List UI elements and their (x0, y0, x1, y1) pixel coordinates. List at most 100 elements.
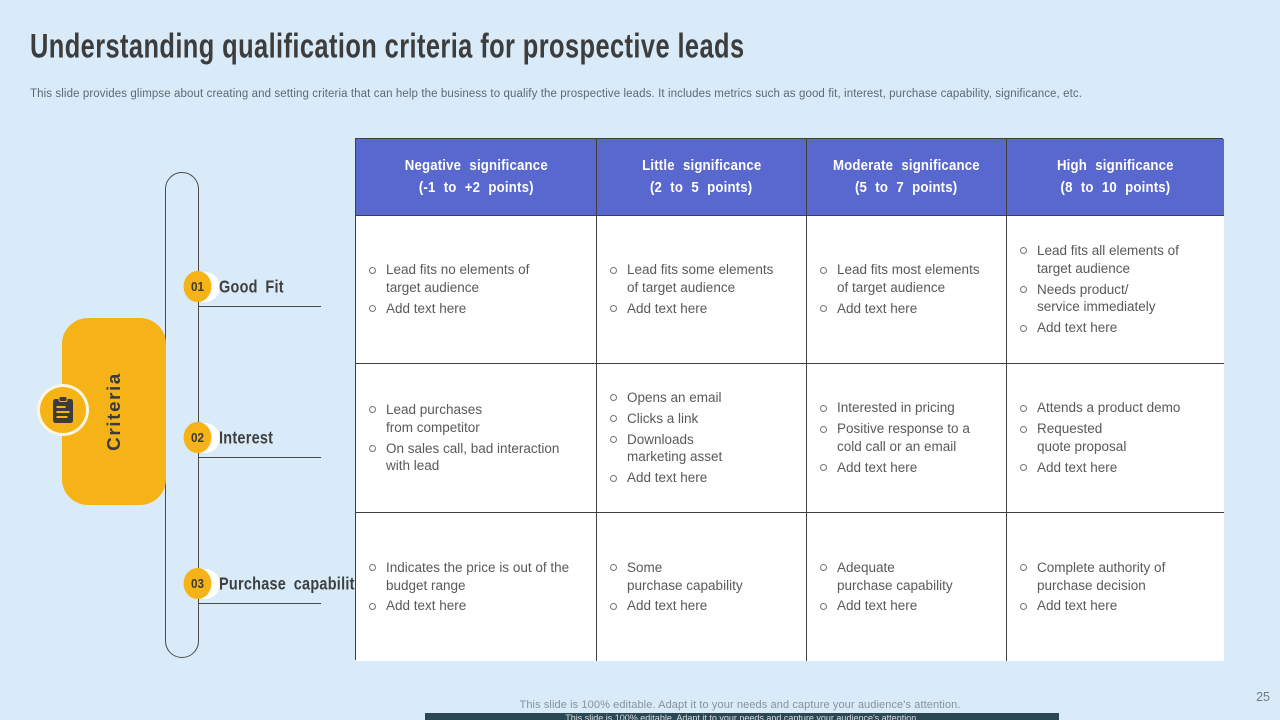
table-cell: Adequate purchase capability Add text he… (807, 513, 1007, 661)
bullet-list: Some purchase capability Add text here (607, 556, 798, 618)
item-underline (198, 603, 321, 604)
bullet-item: Lead fits all elements of target audienc… (1017, 242, 1216, 278)
bullet-item: Add text here (817, 300, 998, 318)
bullet-item: Opens an email (607, 389, 798, 407)
criteria-item-label: Purchase capability (219, 574, 363, 594)
page-subtitle: This slide provides glimpse about creati… (30, 88, 1083, 100)
header-line2: (-1 to +2 points) (418, 179, 534, 196)
bullet-text: Interested in pricing (837, 400, 955, 416)
bullet-item: Lead fits most elements of target audien… (817, 261, 998, 297)
bottom-accent-bar: This slide is 100% editable. Adapt it to… (425, 713, 1059, 720)
criteria-item-number-badge: 02 (183, 422, 212, 453)
item-underline (198, 306, 321, 307)
bullet-item: Adequate purchase capability (817, 559, 998, 595)
table-cell: Lead fits no elements of target audience… (356, 216, 597, 364)
bullet-item: Some purchase capability (607, 559, 798, 595)
bullet-item: Requested quote proposal (1017, 420, 1216, 456)
bullet-item: On sales call, bad interaction with lead (366, 440, 588, 476)
bullet-item: Add text here (607, 597, 798, 615)
bullet-list: Lead fits most elements of target audien… (817, 258, 998, 320)
bullet-text: Downloads marketing asset (627, 431, 723, 465)
bullet-text: Lead purchases from competitor (386, 401, 483, 435)
table-cell: Some purchase capability Add text here (597, 513, 807, 661)
bullet-list: Lead purchases from competitor On sales … (366, 398, 588, 478)
table-cell: Lead fits most elements of target audien… (807, 216, 1007, 364)
criteria-item-label: Good Fit (219, 277, 284, 297)
bullet-item: Lead purchases from competitor (366, 401, 588, 437)
header-cell-negative-significance: Negative significance (-1 to +2 points) (356, 139, 597, 216)
bullet-list: Indicates the price is out of the budget… (366, 556, 588, 618)
header-line1: Moderate significance (833, 157, 980, 175)
header-line1: Little significance (641, 157, 762, 175)
criteria-item-label: Interest (219, 428, 274, 448)
bullet-text: Needs product/ service immediately (1037, 281, 1156, 315)
bullet-item: Indicates the price is out of the budget… (366, 559, 588, 595)
criteria-item-number-badge: 03 (183, 568, 212, 599)
bullet-item: Add text here (817, 459, 998, 477)
header-line2: (8 to 10 points) (1060, 179, 1171, 196)
bullet-text: Complete authority of purchase decision (1037, 559, 1166, 593)
bottom-bar-text: This slide is 100% editable. Adapt it to… (565, 713, 919, 720)
page-number: 25 (1256, 690, 1270, 704)
bullet-text: Adequate purchase capability (837, 559, 953, 593)
bullet-text: Lead fits all elements of target audienc… (1037, 242, 1179, 276)
bullet-text: Add text here (837, 459, 918, 475)
bullet-item: Attends a product demo (1017, 399, 1216, 417)
page-title: Understanding qualification criteria for… (30, 26, 745, 66)
bullet-text: Add text here (386, 598, 467, 614)
bullet-text: Add text here (386, 300, 467, 316)
bullet-list: Lead fits some elements of target audien… (607, 258, 798, 320)
bullet-item: Add text here (817, 597, 998, 615)
bullet-text: Lead fits most elements of target audien… (837, 262, 980, 296)
bullet-text: Attends a product demo (1037, 400, 1181, 416)
header-line1: Negative significance (404, 157, 548, 175)
table-cell: Attends a product demo Requested quote p… (1007, 364, 1224, 513)
bullet-text: Positive response to a cold call or an e… (837, 421, 970, 454)
bullet-text: Clicks a link (627, 410, 699, 426)
bullet-item: Needs product/ service immediately (1017, 281, 1216, 317)
bullet-text: Indicates the price is out of the budget… (386, 559, 570, 593)
bullet-list: Lead fits no elements of target audience… (366, 258, 588, 320)
bullet-item: Add text here (1017, 597, 1216, 615)
table-cell: Lead fits all elements of target audienc… (1007, 216, 1224, 364)
item-underline (198, 457, 321, 458)
bullet-item: Interested in pricing (817, 399, 998, 417)
bullet-item: Add text here (607, 469, 798, 487)
table-cell: Opens an email Clicks a link Downloads m… (597, 364, 807, 513)
header-line1: High significance (1057, 157, 1174, 175)
bullet-item: Lead fits some elements of target audien… (607, 261, 798, 297)
bullet-item: Add text here (366, 597, 588, 615)
header-line2: (2 to 5 points) (650, 179, 753, 196)
criteria-item-number-badge: 01 (183, 271, 212, 302)
bullet-item: Clicks a link (607, 410, 798, 428)
bullet-item: Add text here (1017, 459, 1216, 477)
bullet-item: Add text here (366, 300, 588, 318)
clipboard-icon-glyph (53, 396, 73, 423)
table-cell: Interested in pricing Positive response … (807, 364, 1007, 513)
footer-note: This slide is 100% editable. Adapt it to… (519, 699, 961, 711)
bullet-item: Add text here (1017, 319, 1216, 337)
table-cell: Lead purchases from competitor On sales … (356, 364, 597, 513)
table-cell: Indicates the price is out of the budget… (356, 513, 597, 661)
bullet-text: Add text here (627, 300, 708, 316)
qualification-table: Negative significance (-1 to +2 points) … (355, 138, 1224, 661)
bullet-item: Lead fits no elements of target audience (366, 261, 588, 297)
bullet-text: Add text here (1037, 459, 1118, 475)
bullet-text: Some purchase capability (627, 559, 743, 593)
header-cell-high-significance: High significance (8 to 10 points) (1007, 139, 1224, 216)
table-cell: Complete authority of purchase decision … (1007, 513, 1224, 661)
bullet-text: Add text here (1037, 320, 1118, 336)
bullet-text: Add text here (627, 598, 708, 614)
bullet-item: Complete authority of purchase decision (1017, 559, 1216, 595)
bullet-list: Interested in pricing Positive response … (817, 396, 998, 479)
table-cell: Lead fits some elements of target audien… (597, 216, 807, 364)
bullet-list: Complete authority of purchase decision … (1017, 556, 1216, 618)
bullet-item: Downloads marketing asset (607, 431, 798, 467)
header-cell-little-significance: Little significance (2 to 5 points) (597, 139, 807, 216)
bullet-list: Adequate purchase capability Add text he… (817, 556, 998, 618)
bullet-text: Add text here (837, 598, 918, 614)
bullet-text: Lead fits some elements of target audien… (627, 262, 774, 296)
bullet-item: Add text here (607, 300, 798, 318)
bullet-text: Add text here (1037, 598, 1118, 614)
